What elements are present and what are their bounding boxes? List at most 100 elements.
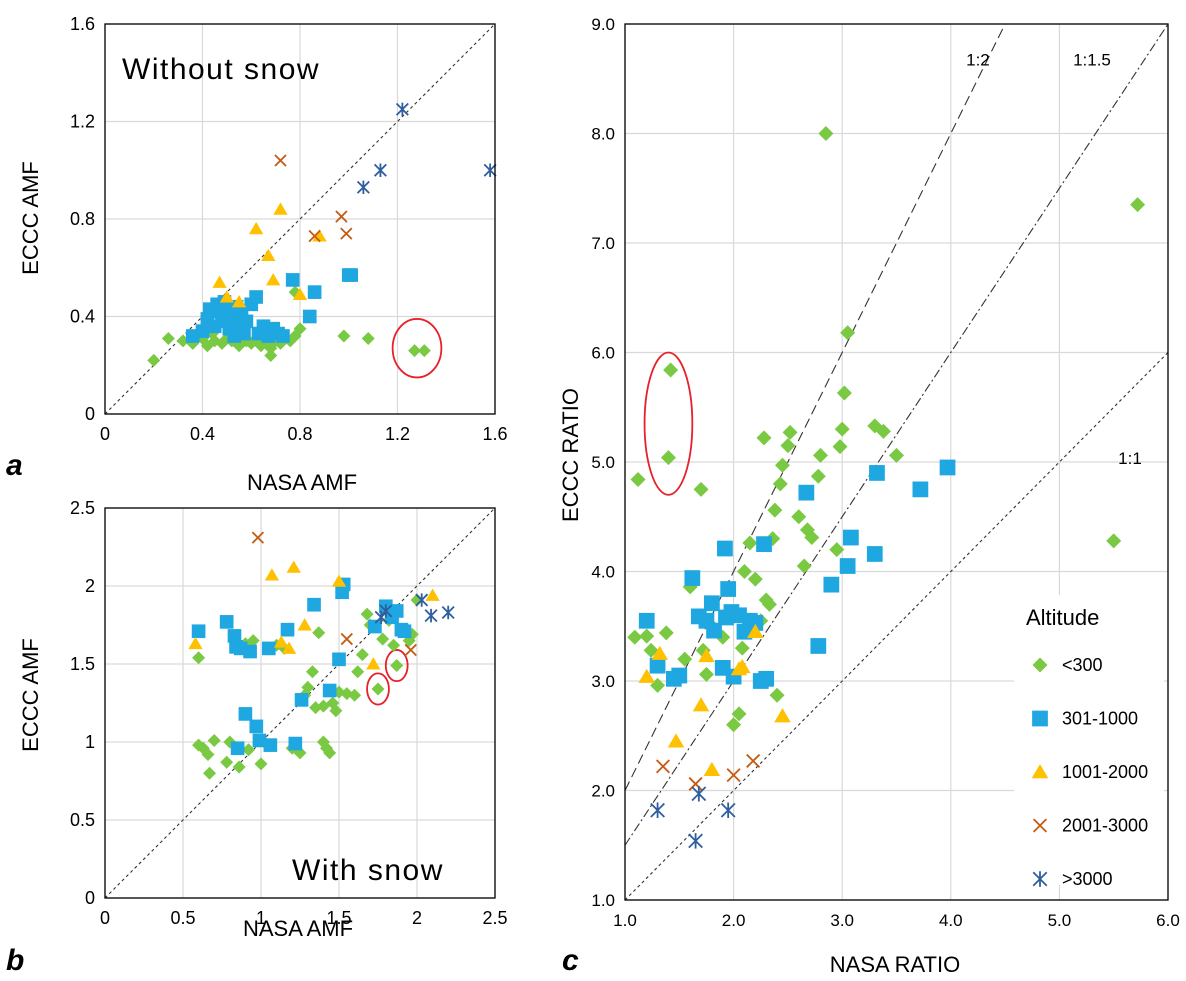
data-point-301-1000-10 <box>717 540 733 557</box>
panel-c-legend: Altitude <300 301-1000 1001-2000 2001-3000 >… <box>1014 595 1164 889</box>
data-point-lt300-18 <box>736 564 752 579</box>
data-point-301-1000-1 <box>195 324 210 338</box>
data-point-301-1000-30 <box>939 459 956 476</box>
panel-a-data-points <box>147 102 497 367</box>
reference-line-label-1: 1:1.5 <box>1073 51 1111 70</box>
panel-c-x-axis-label: NASA RATIO <box>830 952 960 977</box>
y-tick-label-4: 5.0 <box>591 453 615 472</box>
data-point-1001-2000-7 <box>734 658 751 674</box>
series-gt3000 <box>356 102 497 195</box>
data-point-301-1000-8 <box>249 719 264 734</box>
data-point-lt300-36 <box>810 468 826 484</box>
panel-c-highlights <box>643 351 694 496</box>
data-point-lt300-0 <box>627 629 643 645</box>
panel-c-y-axis-label: ECCC RATIO <box>558 388 583 522</box>
data-point-301-1000-3 <box>671 667 688 684</box>
data-point-lt300-7 <box>663 362 679 378</box>
panel-b-x-axis-label: NASA AMF <box>243 916 353 941</box>
x-tick-label-5: 6.0 <box>1156 911 1180 930</box>
data-point-lt300-33 <box>796 558 812 574</box>
data-point-301-1000-13 <box>288 736 303 751</box>
data-point-lt300-15 <box>726 717 742 733</box>
data-point-1001-2000-0 <box>212 275 227 288</box>
data-point-2001-3000-2 <box>404 643 417 657</box>
data-point-301-1000-25 <box>839 558 856 574</box>
legend-label-301-1000: 301-1000 <box>1062 709 1138 729</box>
data-point-lt300-1 <box>630 472 646 488</box>
data-point-301-1000-28 <box>869 465 885 481</box>
data-point-lt300-47 <box>1106 533 1122 549</box>
data-point-301-1000-23 <box>810 638 827 654</box>
data-point-lt300-26 <box>767 502 783 518</box>
y-tick-label-3: 1.2 <box>70 112 95 132</box>
legend-marker-gt3000 <box>1032 871 1048 887</box>
data-point-lt300-19 <box>301 680 315 694</box>
data-point-lt300-1 <box>161 331 175 345</box>
panel-c-tick-labels: 1.0 2.0 3.0 4.0 5.0 6.0 1.0 2.0 3.0 4.0 5.0 6.0 7.0 8… <box>591 15 1179 930</box>
data-point-301-1000-9 <box>252 733 267 748</box>
x-tick-label-3: 4.0 <box>939 911 963 930</box>
data-point-2001-3000-0 <box>274 154 287 167</box>
data-point-lt300-12 <box>698 666 714 682</box>
data-point-lt300-44 <box>410 593 424 607</box>
x-tick-label-0: 1.0 <box>613 911 637 930</box>
data-point-gt3000-2 <box>415 593 429 607</box>
data-point-2001-3000-1 <box>688 776 703 791</box>
panel-c-label: c <box>562 944 579 977</box>
data-point-1001-2000-7 <box>292 287 308 301</box>
data-point-lt300-28 <box>361 331 375 345</box>
x-tick-label-4: 5.0 <box>1048 911 1072 930</box>
data-point-301-1000-0 <box>191 624 206 639</box>
data-point-301-1000-4 <box>230 741 245 756</box>
legend-label-lt300: <300 <box>1062 655 1103 675</box>
data-point-1001-2000-2 <box>667 733 685 748</box>
x-tick-label-4: 1.6 <box>482 424 507 444</box>
panel-b-label: b <box>6 944 24 977</box>
series-1001-2000 <box>188 560 440 670</box>
data-point-lt300-8 <box>232 760 246 774</box>
y-tick-label-6: 7.0 <box>591 234 615 253</box>
data-point-lt300-37 <box>812 447 828 463</box>
data-point-301-1000-12 <box>280 622 295 637</box>
data-point-301-1000-10 <box>261 641 276 656</box>
data-point-lt300-30 <box>780 438 796 454</box>
data-point-lt300-25 <box>264 349 278 362</box>
data-point-301-1000-0 <box>638 612 655 629</box>
panel-b-highlights <box>366 649 409 706</box>
reference-line-label-2: 1:1 <box>1118 449 1142 468</box>
legend-marker-2001-3000 <box>1032 818 1048 833</box>
data-point-301-1000-6 <box>238 707 253 721</box>
data-point-gt3000-1 <box>691 786 707 802</box>
data-point-lt300-17 <box>734 640 750 656</box>
data-point-gt3000-2 <box>688 833 703 849</box>
data-point-lt300-11 <box>246 634 260 648</box>
legend-label-2001-3000: 2001-3000 <box>1062 816 1148 836</box>
panel-a-reference-lines <box>104 23 496 415</box>
series-gt3000 <box>374 593 455 624</box>
series-2001-3000 <box>251 531 417 657</box>
data-point-1001-2000-2 <box>274 635 289 648</box>
data-point-301-1000-18 <box>747 615 764 631</box>
data-point-301-1000-7 <box>704 595 720 612</box>
data-point-lt300-16 <box>731 706 747 722</box>
y-tick-label-5: 2.5 <box>70 498 95 518</box>
data-point-1001-2000-5 <box>266 273 281 286</box>
panel-b-chart: 0 0.5 1 1.5 2 2.5 0 0.5 1 1.5 2 2.5 NASA AMF ECCC A… <box>6 498 508 977</box>
data-point-301-1000-20 <box>368 619 382 634</box>
data-point-301-1000-14 <box>294 693 309 707</box>
panel-b-tick-labels: 0 0.5 1 1.5 2 2.5 0 0.5 1 1.5 2 2.5 <box>70 498 508 928</box>
data-point-301-1000-4 <box>684 570 701 586</box>
highlight-ring-0 <box>366 672 390 706</box>
data-point-lt300-42 <box>836 385 852 401</box>
data-point-lt300-6 <box>220 755 234 769</box>
x-tick-label-2: 0.8 <box>287 424 312 444</box>
data-point-1001-2000-0 <box>188 636 203 650</box>
data-point-2001-3000-2 <box>335 210 348 223</box>
data-point-lt300-29 <box>408 344 422 358</box>
data-point-2001-3000-0 <box>251 531 265 544</box>
legend-title: Altitude <box>1026 605 1099 630</box>
x-tick-label-4: 2 <box>412 908 422 928</box>
data-point-301-1000-24 <box>823 576 840 593</box>
data-point-1001-2000-6 <box>273 202 288 215</box>
panel-b-data-points <box>188 531 455 780</box>
